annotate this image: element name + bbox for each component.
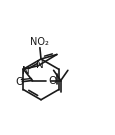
Text: N: N [22,66,30,76]
Text: NO₂: NO₂ [30,37,48,47]
Text: O: O [48,75,56,85]
Text: N: N [36,60,44,70]
Text: O: O [16,77,24,87]
